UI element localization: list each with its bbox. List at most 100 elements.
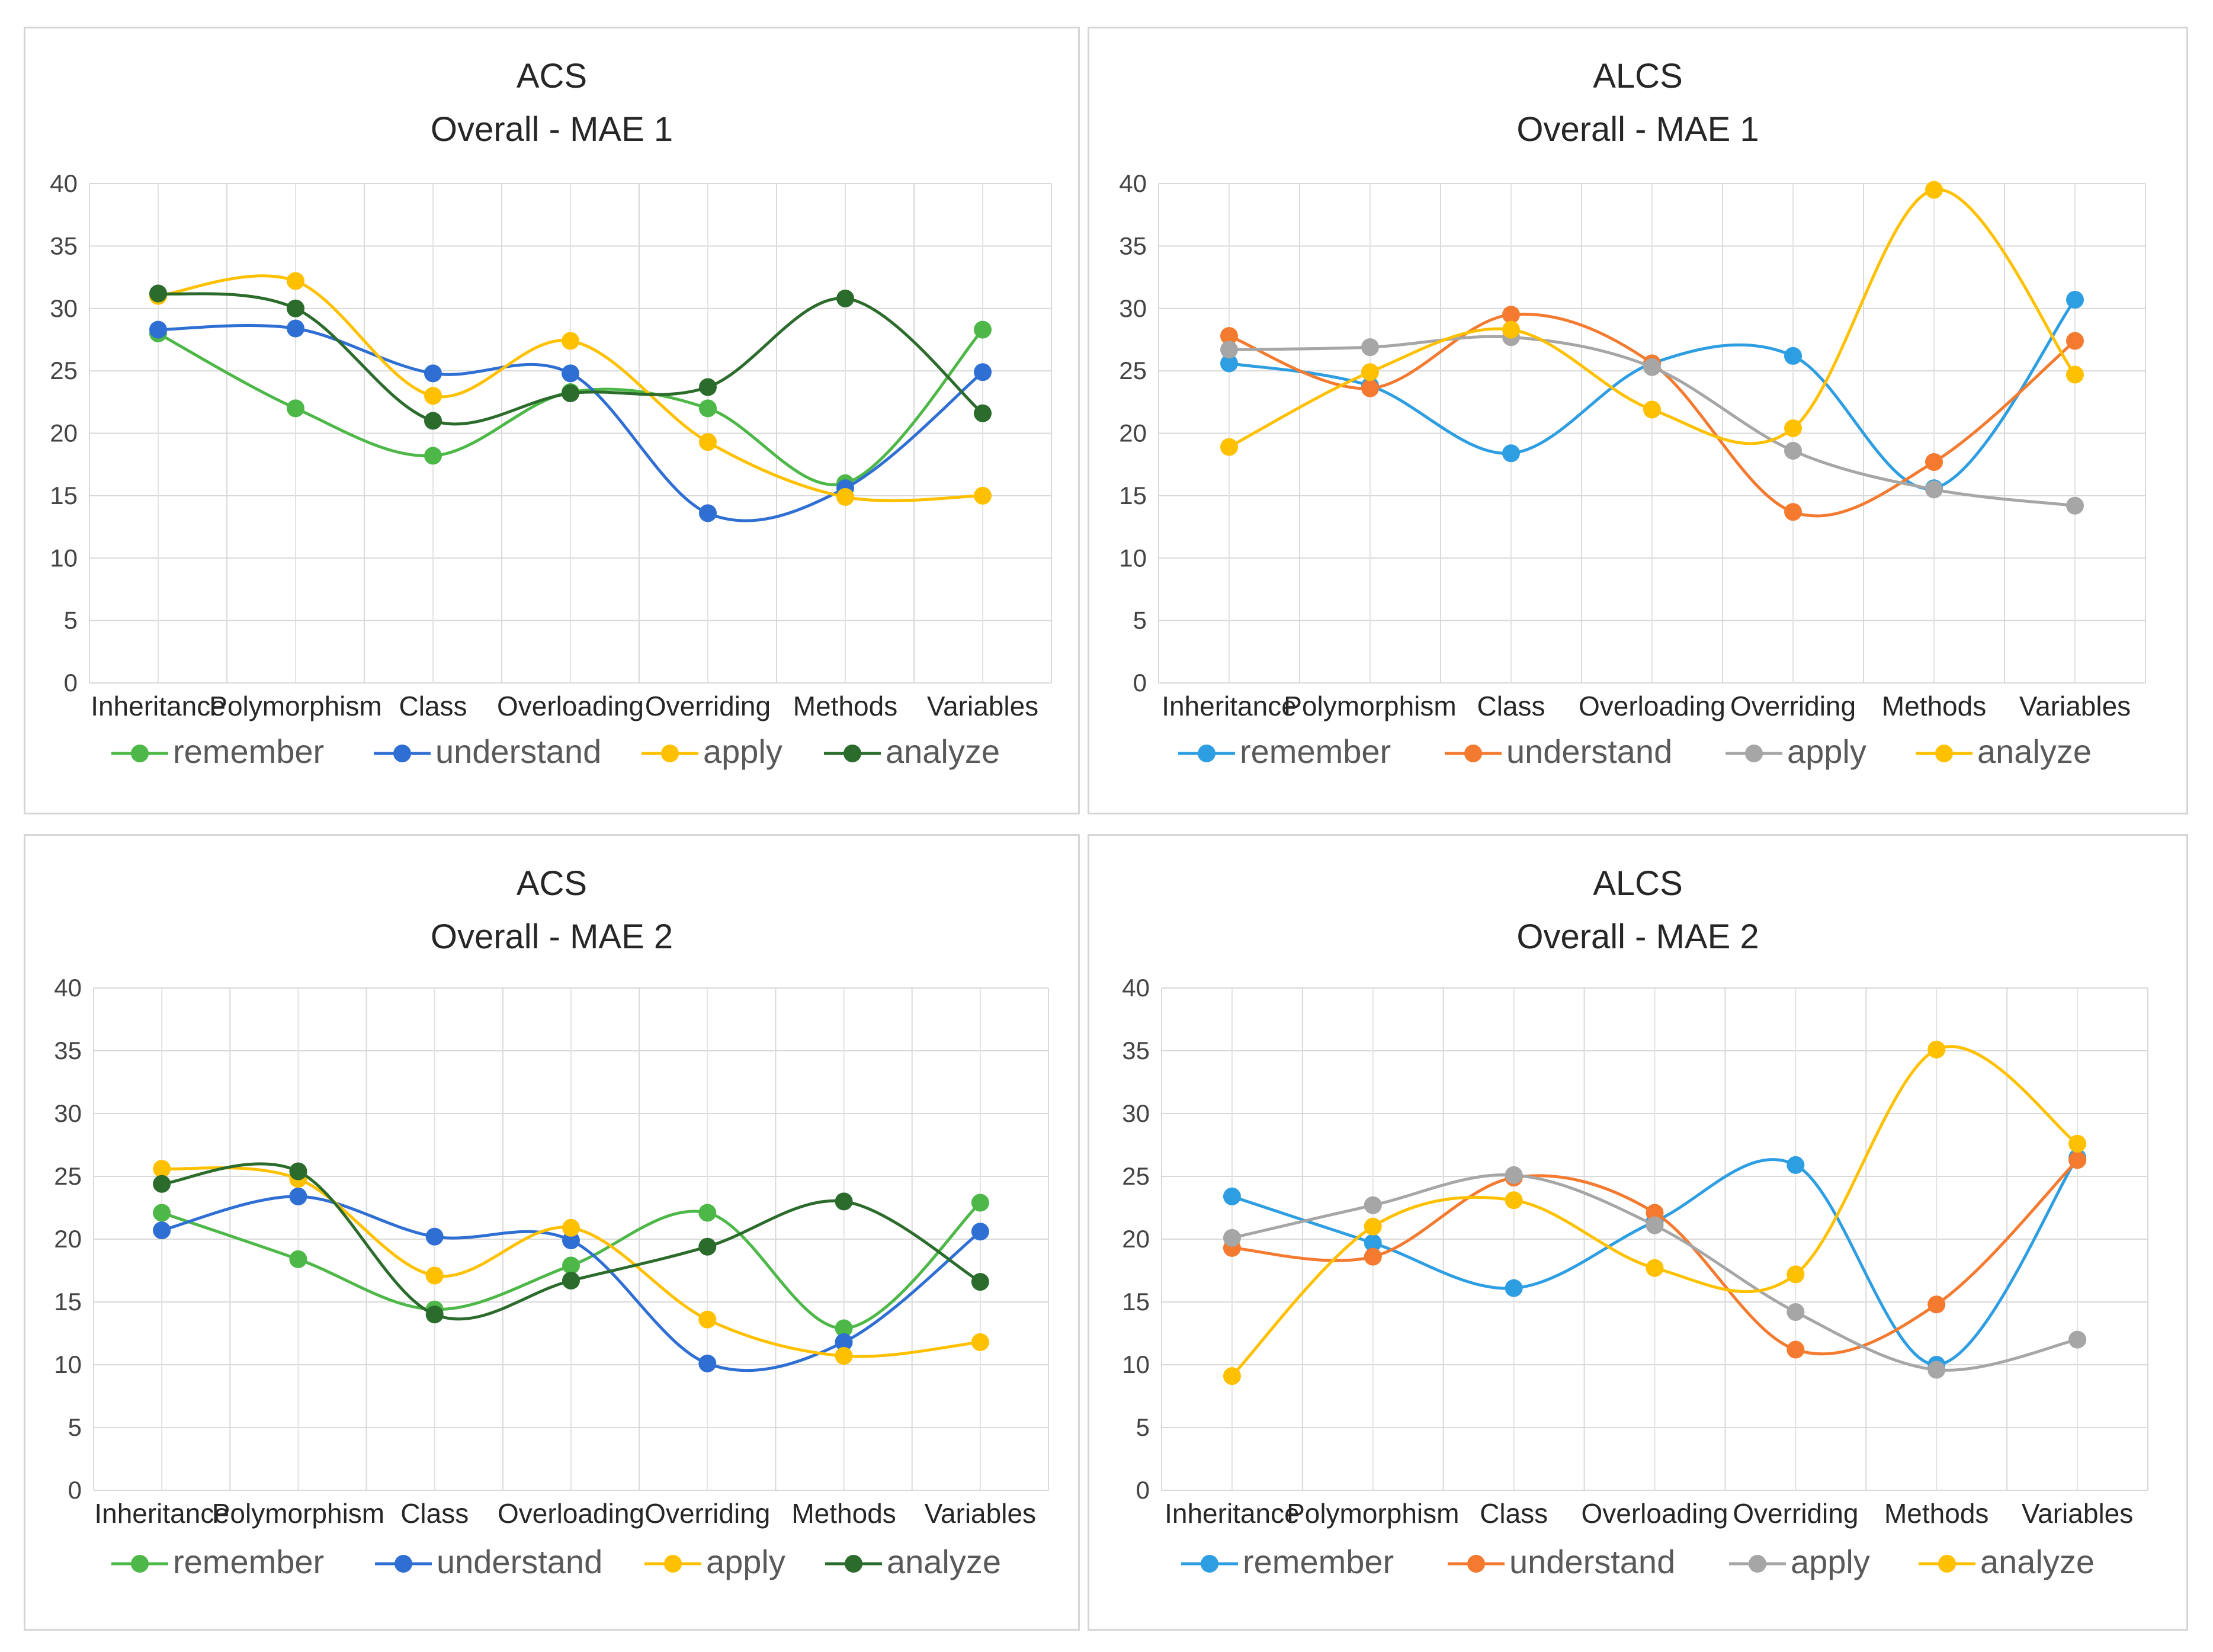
data-point-remember: [1220, 354, 1238, 373]
x-category-label: Overriding: [644, 1498, 770, 1529]
data-point-apply: [835, 1347, 853, 1365]
data-point-apply: [698, 1310, 717, 1329]
y-tick-label: 20: [54, 1225, 82, 1253]
y-tick-label: 35: [1119, 232, 1147, 259]
data-point-apply: [1505, 1166, 1523, 1184]
data-point-apply: [1927, 1361, 1946, 1379]
data-point-analyze: [1505, 1191, 1523, 1210]
data-point-remember: [1502, 444, 1520, 463]
x-category-label: Inheritance: [1165, 1498, 1300, 1529]
y-tick-label: 40: [50, 169, 78, 197]
data-point-analyze: [699, 378, 717, 396]
data-point-analyze: [1787, 1265, 1805, 1284]
y-tick-label: 40: [54, 974, 82, 1002]
x-category-label: Class: [399, 691, 467, 721]
data-point-apply: [974, 486, 992, 505]
legend-marker-analyze: [1938, 1555, 1956, 1573]
x-category-label: Overriding: [1733, 1498, 1858, 1529]
x-category-label: Methods: [1884, 1498, 1989, 1529]
series-line-analyze: [1228, 188, 2076, 448]
data-point-remember: [562, 1256, 580, 1275]
legend-marker-understand: [1467, 1555, 1485, 1573]
y-tick-label: 30: [1119, 294, 1147, 322]
data-point-analyze: [1643, 400, 1661, 419]
y-tick-label: 40: [1122, 974, 1150, 1002]
data-point-apply: [1364, 1196, 1382, 1214]
y-tick-label: 15: [1119, 482, 1147, 509]
y-tick-label: 15: [54, 1288, 82, 1316]
x-category-label: Class: [1477, 691, 1545, 721]
y-tick-label: 25: [54, 1162, 82, 1190]
data-point-analyze: [1925, 181, 1943, 199]
data-point-analyze: [425, 1305, 444, 1324]
data-point-analyze: [1364, 1217, 1382, 1236]
data-point-analyze: [289, 1162, 307, 1181]
legend-marker-remember: [1201, 1555, 1218, 1573]
legend-marker-apply: [664, 1555, 682, 1573]
legend-marker-remember: [1198, 745, 1215, 762]
data-point-understand: [971, 1223, 989, 1241]
data-point-understand: [1502, 306, 1520, 324]
data-point-understand: [698, 1354, 717, 1372]
legend-label-apply: apply: [1791, 1543, 1870, 1580]
x-category-label: Variables: [2022, 1498, 2133, 1529]
data-point-understand: [974, 363, 992, 381]
data-point-remember: [287, 399, 304, 418]
legend-marker-remember: [131, 745, 149, 762]
y-tick-label: 0: [64, 669, 78, 697]
y-tick-label: 0: [68, 1476, 82, 1504]
legend-marker-understand: [395, 1555, 412, 1573]
x-category-label: Overloading: [1581, 1498, 1728, 1529]
data-point-analyze: [424, 412, 442, 430]
data-point-analyze: [971, 1273, 989, 1291]
legend-marker-apply: [661, 745, 679, 762]
data-point-understand: [149, 320, 167, 339]
data-point-understand: [835, 1333, 853, 1351]
chart-panel-acs-mae1: ACS Overall - MAE 1 0 5 10 15 20 25 30 35 40 Inheri…: [24, 27, 1080, 814]
data-point-apply: [287, 272, 304, 290]
data-point-understand: [2068, 1151, 2087, 1169]
data-point-analyze: [562, 384, 579, 403]
x-category-label: Methods: [791, 1498, 896, 1529]
data-point-apply: [1787, 1303, 1805, 1321]
data-point-analyze: [974, 404, 992, 422]
x-category-label: Variables: [2019, 691, 2131, 721]
data-point-remember: [1505, 1279, 1523, 1297]
y-tick-label: 30: [50, 294, 78, 322]
chart-title: ACS: [517, 57, 587, 95]
x-category-label: Polymorphism: [1287, 1498, 1459, 1529]
data-point-understand: [1646, 1204, 1664, 1222]
data-point-remember: [698, 1204, 717, 1222]
legend-label-apply: apply: [1787, 733, 1866, 770]
y-tick-label: 15: [1122, 1288, 1150, 1316]
legend-label-understand: understand: [437, 1543, 602, 1580]
y-tick-label: 5: [68, 1413, 82, 1441]
x-category-label: Inheritance: [91, 691, 226, 721]
data-point-apply: [2066, 496, 2084, 515]
legend-marker-analyze: [843, 745, 861, 762]
x-category-label: Polymorphism: [209, 691, 381, 721]
y-tick-label: 35: [54, 1037, 82, 1064]
chart-subtitle: Overall - MAE 1: [431, 110, 673, 149]
y-tick-label: 10: [54, 1351, 82, 1378]
x-category-label: Overloading: [498, 1498, 644, 1529]
data-point-apply: [971, 1333, 989, 1351]
data-point-analyze: [1927, 1040, 1946, 1058]
data-point-apply: [153, 1160, 171, 1178]
legend-label-remember: remember: [1243, 1543, 1394, 1580]
data-point-remember: [153, 1204, 171, 1222]
data-point-understand: [425, 1227, 444, 1246]
data-point-analyze: [562, 1271, 580, 1289]
y-tick-label: 30: [1122, 1099, 1150, 1127]
data-point-understand: [287, 319, 304, 338]
data-point-understand: [1787, 1340, 1805, 1359]
y-tick-label: 30: [54, 1099, 82, 1127]
legend-label-understand: understand: [1509, 1543, 1675, 1580]
chart-title: ALCS: [1593, 57, 1683, 95]
x-category-label: Overriding: [1730, 691, 1856, 721]
x-category-label: Variables: [927, 691, 1038, 721]
y-tick-label: 15: [50, 482, 78, 509]
legend-label-remember: remember: [173, 1543, 324, 1580]
data-point-analyze: [836, 289, 854, 307]
data-point-apply: [1220, 341, 1238, 359]
